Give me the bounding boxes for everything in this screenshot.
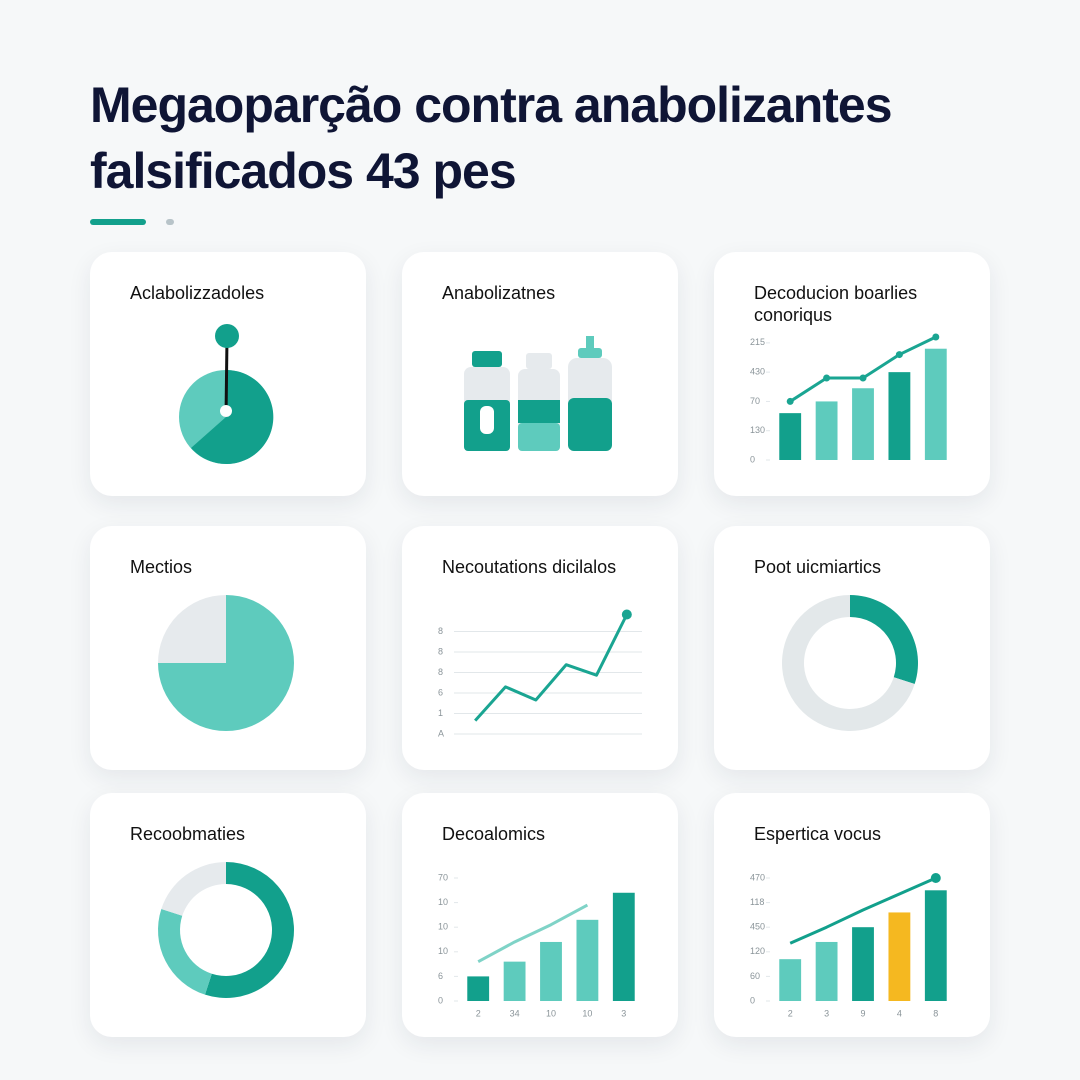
bar [852, 388, 874, 460]
accent-dot [166, 219, 174, 225]
chart [158, 862, 294, 998]
bottles-icon [464, 336, 612, 451]
line-marker [859, 374, 867, 382]
x-tick-label: 34 [510, 1008, 520, 1018]
card: A 1 6 8 8 8 Necoutations dicilalos [402, 526, 678, 770]
card-title: Anabolizatnes [442, 283, 556, 303]
y-tick-label: A [438, 728, 444, 738]
y-tick-label: 450 [750, 922, 765, 932]
accent-line [90, 219, 146, 225]
y-tick-label: 6 [438, 687, 443, 697]
line-marker [786, 397, 794, 405]
y-tick-label: 470 [750, 872, 765, 882]
card: 0 60 120 450 118 470 2 3 9 4 8 Espertica vocus [714, 793, 990, 1037]
y-tick-label: 0 [750, 995, 755, 1005]
y-tick-label: 6 [438, 971, 443, 981]
bar [852, 927, 874, 1001]
x-tick-label: 3 [621, 1008, 626, 1018]
card: Aclabolizzadoles [90, 252, 366, 496]
bar [888, 372, 911, 460]
slice [204, 862, 294, 998]
x-tick-label: 9 [860, 1008, 865, 1018]
y-tick-label: 118 [750, 897, 764, 907]
gauge-icon [179, 324, 274, 464]
card-title: Decoducion boarlies conoriqus [754, 283, 918, 325]
card-title: Poot uicmiartics [754, 557, 882, 577]
slice [782, 595, 915, 731]
chart: 0 6 10 10 10 70 2 34 10 10 3 [438, 872, 635, 1018]
y-tick-label: 130 [750, 425, 765, 435]
card-title: Espertica vocus [754, 824, 882, 844]
bar [503, 961, 526, 1001]
slice [850, 595, 918, 685]
bar [924, 348, 947, 460]
card: 0 6 10 10 10 70 2 34 10 10 3 Decoalomics [402, 793, 678, 1037]
line-marker [930, 873, 941, 883]
bar [467, 976, 490, 1001]
y-tick-label: 8 [438, 667, 443, 677]
x-tick-label: 3 [824, 1008, 829, 1018]
card-title: Mectios [130, 557, 193, 577]
y-tick-label: 10 [438, 922, 448, 932]
y-tick-label: 8 [438, 626, 443, 636]
bar [779, 959, 802, 1001]
chart [782, 595, 918, 731]
card-title: Recoobmaties [130, 824, 246, 844]
x-tick-label: 2 [476, 1008, 481, 1018]
card: Poot uicmiartics [714, 526, 990, 770]
card: Recoobmaties [90, 793, 366, 1037]
x-tick-label: 10 [582, 1008, 592, 1018]
y-tick-label: 430 [750, 367, 765, 377]
y-tick-label: 0 [750, 454, 755, 464]
card-title: Necoutations dicilalos [442, 557, 617, 577]
bar [888, 912, 911, 1001]
y-tick-label: 1 [438, 708, 443, 718]
card: 0 130 70 430 215 Decoducion boarlies conoriqu… [714, 252, 990, 496]
y-tick-label: 215 [750, 337, 765, 347]
card: Anabolizatnes [402, 252, 678, 496]
y-tick-label: 10 [438, 897, 448, 907]
line-marker [621, 609, 632, 620]
line-marker [895, 351, 903, 359]
card-title: Decoalomics [442, 824, 546, 844]
line [474, 613, 629, 722]
slice [161, 862, 226, 916]
x-tick-label: 10 [546, 1008, 556, 1018]
chart: 0 60 120 450 118 470 2 3 9 4 8 [750, 872, 947, 1018]
y-tick-label: 120 [750, 946, 765, 956]
bar [779, 413, 802, 460]
card: Mectios [90, 526, 366, 770]
x-tick-label: 2 [788, 1008, 793, 1018]
line [477, 903, 589, 963]
bar [924, 890, 947, 1001]
y-tick-label: 8 [438, 646, 443, 656]
y-tick-label: 60 [750, 971, 760, 981]
y-tick-label: 0 [438, 995, 443, 1005]
y-tick-label: 10 [438, 946, 448, 956]
x-tick-label: 8 [933, 1008, 938, 1018]
line-marker [932, 333, 940, 341]
bar [576, 919, 599, 1001]
page-title: Megaoparção contra anabolizantes falsifi… [90, 77, 893, 199]
chart: A 1 6 8 8 8 [438, 609, 642, 738]
line [789, 876, 937, 945]
chart [158, 595, 294, 731]
card-title: Aclabolizzadoles [130, 283, 265, 303]
y-tick-label: 70 [750, 396, 760, 406]
y-tick-label: 70 [438, 872, 448, 882]
chart: 0 130 70 430 215 [750, 333, 947, 464]
line-marker [823, 374, 831, 382]
bar [815, 401, 838, 460]
bar [815, 941, 838, 1001]
x-tick-label: 4 [897, 1008, 902, 1018]
bar [612, 892, 635, 1001]
slice [158, 908, 212, 995]
slice [158, 595, 226, 664]
bar [540, 941, 562, 1001]
